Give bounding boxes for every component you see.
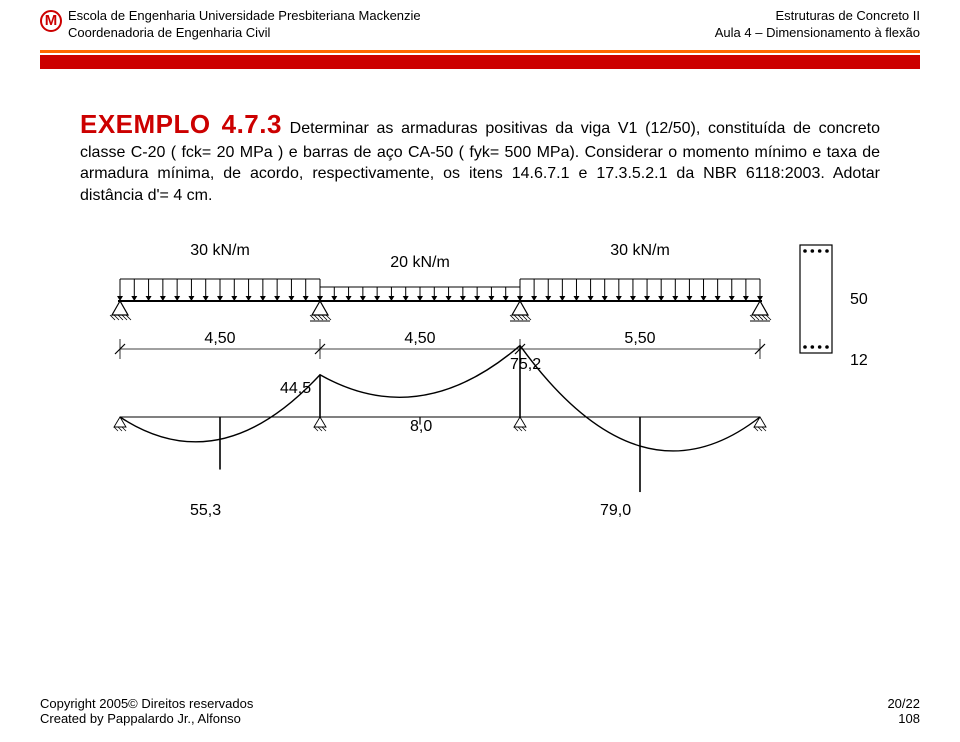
footer-right: 20/22 108 <box>887 696 920 726</box>
header-left-text: Escola de Engenharia Universidade Presbi… <box>68 8 421 42</box>
header-right: Estruturas de Concreto II Aula 4 – Dimen… <box>715 8 920 42</box>
author-line: Created by Pappalardo Jr., Alfonso <box>40 711 253 726</box>
svg-text:30 kN/m: 30 kN/m <box>190 242 250 259</box>
svg-text:8,0: 8,0 <box>410 418 432 435</box>
example-title: EXEMPLO 4.7.3 <box>80 109 282 139</box>
svg-text:75,2: 75,2 <box>510 356 541 373</box>
mackenzie-logo-icon: M <box>40 10 62 32</box>
svg-text:50: 50 <box>850 291 868 308</box>
department-name: Coordenadoria de Engenharia Civil <box>68 25 421 42</box>
svg-text:5,50: 5,50 <box>624 330 655 347</box>
svg-text:44,5: 44,5 <box>280 380 311 397</box>
page-header: M Escola de Engenharia Universidade Pres… <box>0 0 960 48</box>
svg-text:55,3: 55,3 <box>190 502 221 519</box>
lesson-name: Aula 4 – Dimensionamento à flexão <box>715 25 920 42</box>
page-footer: Copyright 2005© Direitos reservados Crea… <box>40 696 920 726</box>
svg-text:30 kN/m: 30 kN/m <box>610 242 670 259</box>
course-name: Estruturas de Concreto II <box>715 8 920 25</box>
page-number-a: 20/22 <box>887 696 920 711</box>
logo-letter: M <box>45 11 58 31</box>
svg-text:4,50: 4,50 <box>404 330 435 347</box>
rule-red <box>40 55 920 69</box>
svg-text:79,0: 79,0 <box>600 502 631 519</box>
university-name: Escola de Engenharia Universidade Presbi… <box>68 8 421 25</box>
header-left: M Escola de Engenharia Universidade Pres… <box>40 8 421 42</box>
beam-diagram: 30 kN/m 20 kN/m 30 kN/m 4,50 4,50 5,50 50 12 44,… <box>80 237 880 567</box>
svg-text:12: 12 <box>850 352 868 369</box>
svg-text:4,50: 4,50 <box>204 330 235 347</box>
copyright-line: Copyright 2005© Direitos reservados <box>40 696 253 711</box>
footer-left: Copyright 2005© Direitos reservados Crea… <box>40 696 253 726</box>
svg-text:20 kN/m: 20 kN/m <box>390 254 450 271</box>
content-area: EXEMPLO 4.7.3 Determinar as armaduras po… <box>0 69 960 567</box>
problem-statement: EXEMPLO 4.7.3 Determinar as armaduras po… <box>80 107 880 207</box>
page-number-b: 108 <box>887 711 920 726</box>
beam-svg: 30 kN/m 20 kN/m 30 kN/m 4,50 4,50 5,50 50 12 44,… <box>80 237 880 567</box>
rule-orange <box>40 50 920 53</box>
